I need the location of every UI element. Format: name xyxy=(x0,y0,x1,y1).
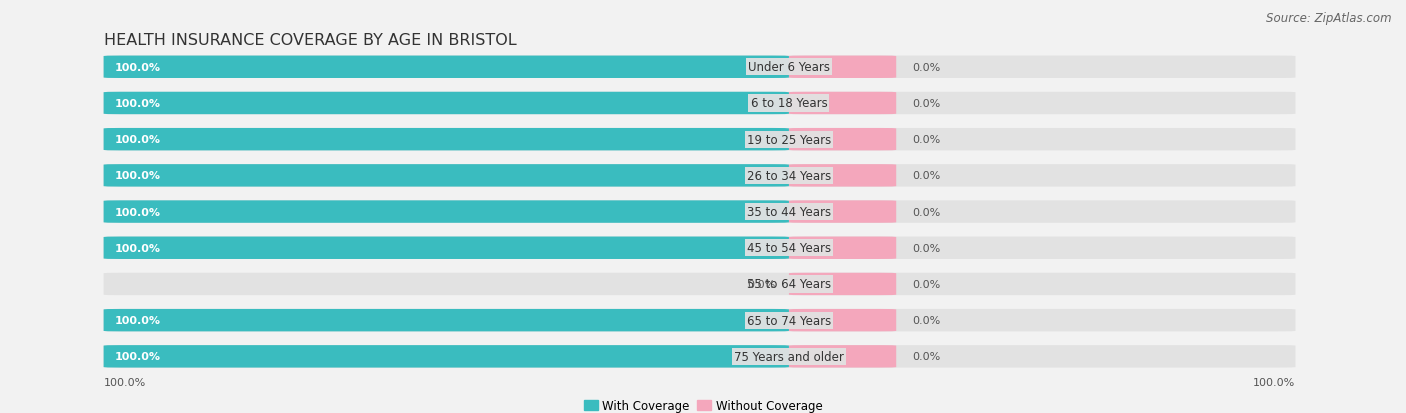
Text: 0.0%: 0.0% xyxy=(912,171,941,181)
Text: 0.0%: 0.0% xyxy=(912,99,941,109)
Text: 100.0%: 100.0% xyxy=(115,243,160,253)
Text: 6 to 18 Years: 6 to 18 Years xyxy=(751,97,827,110)
Text: 100.0%: 100.0% xyxy=(104,377,146,387)
Text: Under 6 Years: Under 6 Years xyxy=(748,61,830,74)
FancyBboxPatch shape xyxy=(104,273,1295,295)
FancyBboxPatch shape xyxy=(104,93,1295,115)
FancyBboxPatch shape xyxy=(104,237,1295,259)
FancyBboxPatch shape xyxy=(104,345,1295,368)
FancyBboxPatch shape xyxy=(789,201,896,223)
Text: 45 to 54 Years: 45 to 54 Years xyxy=(747,242,831,255)
FancyBboxPatch shape xyxy=(104,165,789,187)
FancyBboxPatch shape xyxy=(104,345,789,368)
Text: Source: ZipAtlas.com: Source: ZipAtlas.com xyxy=(1267,12,1392,25)
Text: 26 to 34 Years: 26 to 34 Years xyxy=(747,169,831,183)
FancyBboxPatch shape xyxy=(104,128,1295,151)
Text: 100.0%: 100.0% xyxy=(115,63,160,73)
FancyBboxPatch shape xyxy=(789,237,896,259)
Text: 55 to 64 Years: 55 to 64 Years xyxy=(747,278,831,291)
FancyBboxPatch shape xyxy=(104,93,789,115)
FancyBboxPatch shape xyxy=(104,57,789,79)
FancyBboxPatch shape xyxy=(789,165,896,187)
Text: 100.0%: 100.0% xyxy=(115,135,160,145)
Text: 0.0%: 0.0% xyxy=(912,63,941,73)
FancyBboxPatch shape xyxy=(104,309,789,332)
Text: 65 to 74 Years: 65 to 74 Years xyxy=(747,314,831,327)
Text: 0.0%: 0.0% xyxy=(912,135,941,145)
Text: 100.0%: 100.0% xyxy=(1253,377,1295,387)
FancyBboxPatch shape xyxy=(104,57,1295,79)
FancyBboxPatch shape xyxy=(104,201,1295,223)
FancyBboxPatch shape xyxy=(104,165,1295,187)
FancyBboxPatch shape xyxy=(104,128,789,151)
FancyBboxPatch shape xyxy=(789,57,896,79)
Text: 0.0%: 0.0% xyxy=(912,207,941,217)
Text: 0.0%: 0.0% xyxy=(912,243,941,253)
Text: 100.0%: 100.0% xyxy=(115,99,160,109)
Text: 100.0%: 100.0% xyxy=(115,351,160,361)
FancyBboxPatch shape xyxy=(789,128,896,151)
Legend: With Coverage, Without Coverage: With Coverage, Without Coverage xyxy=(579,395,827,413)
FancyBboxPatch shape xyxy=(789,345,896,368)
Text: 100.0%: 100.0% xyxy=(115,207,160,217)
FancyBboxPatch shape xyxy=(789,309,896,332)
Text: 0.0%: 0.0% xyxy=(912,279,941,289)
Text: 0.0%: 0.0% xyxy=(912,316,941,325)
Text: HEALTH INSURANCE COVERAGE BY AGE IN BRISTOL: HEALTH INSURANCE COVERAGE BY AGE IN BRIS… xyxy=(104,33,516,48)
Text: 100.0%: 100.0% xyxy=(115,171,160,181)
Text: 19 to 25 Years: 19 to 25 Years xyxy=(747,133,831,146)
FancyBboxPatch shape xyxy=(789,273,896,295)
FancyBboxPatch shape xyxy=(789,93,896,115)
FancyBboxPatch shape xyxy=(104,309,1295,332)
Text: 0.0%: 0.0% xyxy=(912,351,941,361)
Text: 100.0%: 100.0% xyxy=(115,316,160,325)
FancyBboxPatch shape xyxy=(104,237,789,259)
Text: 75 Years and older: 75 Years and older xyxy=(734,350,844,363)
FancyBboxPatch shape xyxy=(104,201,789,223)
Text: 35 to 44 Years: 35 to 44 Years xyxy=(747,206,831,218)
Text: 0.0%: 0.0% xyxy=(747,279,775,289)
